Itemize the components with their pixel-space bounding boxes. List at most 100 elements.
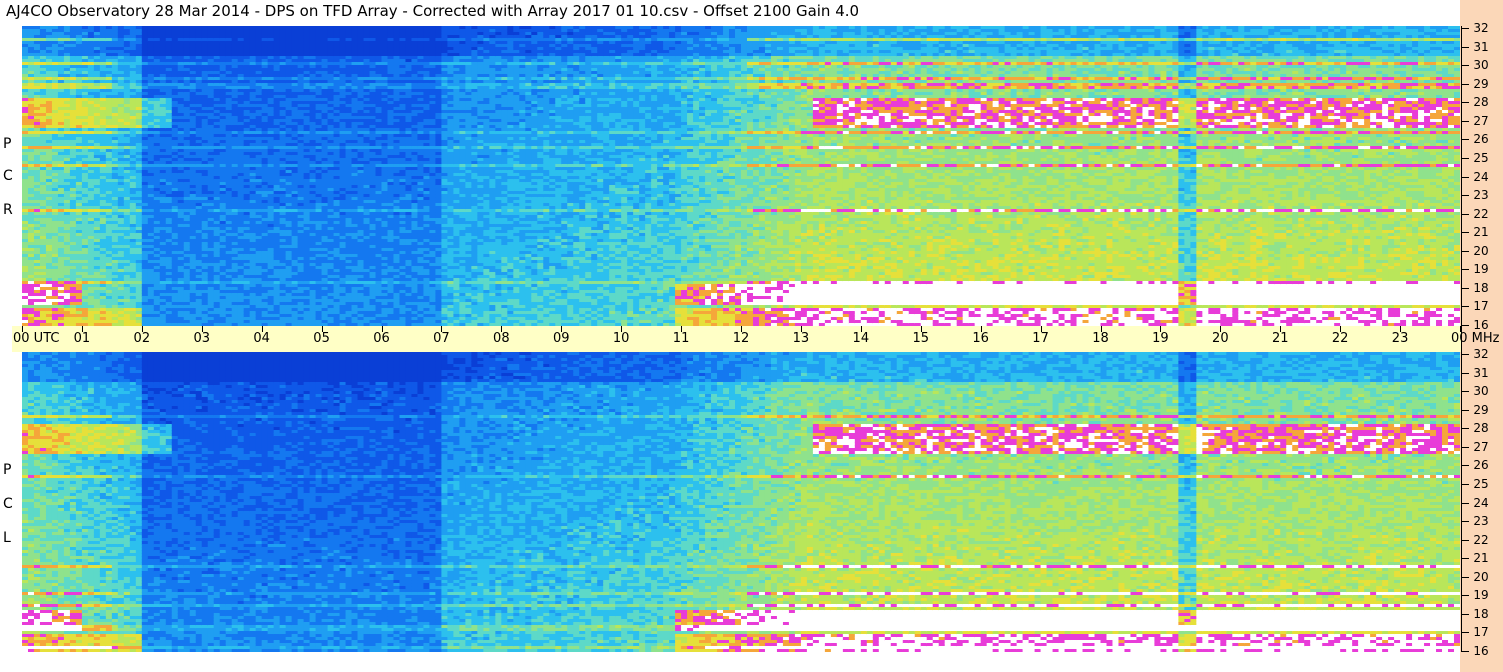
- spectrogram-cell: [45, 146, 53, 150]
- spectrogram-cell: [201, 233, 209, 237]
- spectrogram-cell: [207, 200, 215, 204]
- spectrogram-cell: [129, 164, 137, 168]
- spectrogram-cell: [273, 224, 281, 228]
- spectrogram-cell: [45, 62, 53, 66]
- spectrogram-cell: [171, 185, 179, 189]
- spectrogram-cell: [183, 278, 191, 282]
- spectrogram-cell: [207, 41, 215, 45]
- spectrogram-cell: [213, 29, 221, 33]
- spectrogram-cell: [171, 239, 179, 243]
- spectrogram-cell: [39, 263, 47, 267]
- spectrogram-cell: [273, 278, 281, 282]
- spectrogram-cell: [117, 266, 125, 270]
- spectrogram-cell: [147, 158, 155, 162]
- spectrogram-cell: [201, 173, 209, 177]
- spectrogram-cell: [51, 35, 59, 39]
- spectrogram-cell: [165, 269, 173, 273]
- spectrogram-cell: [261, 137, 269, 141]
- spectrogram-cell: [243, 116, 251, 120]
- spectrogram-cell: [237, 95, 245, 99]
- spectrogram-cell: [195, 152, 203, 156]
- spectrogram-cell: [219, 221, 227, 225]
- spectrogram-cell: [171, 233, 179, 237]
- spectrogram-cell: [207, 308, 215, 312]
- spectrogram-cell: [45, 104, 53, 108]
- spectrogram-cell: [213, 149, 221, 153]
- spectrogram-cell: [213, 212, 221, 216]
- spectrogram-cell: [273, 239, 281, 243]
- spectrogram-cell: [99, 146, 107, 150]
- spectrogram-cell: [141, 257, 149, 261]
- spectrogram-cell: [141, 161, 149, 165]
- spectrogram-cell: [213, 242, 221, 246]
- spectrogram-cell: [219, 158, 227, 162]
- spectrogram-cell: [171, 29, 179, 33]
- spectrogram-cell: [207, 170, 215, 174]
- spectrogram-cell: [237, 188, 245, 192]
- spectrogram-cell: [231, 173, 239, 177]
- spectrogram-cell: [93, 233, 101, 237]
- spectrogram-cell: [183, 104, 191, 108]
- spectrogram-cell: [27, 155, 35, 159]
- spectrogram-cell: [231, 29, 239, 33]
- spectrogram-cell: [141, 173, 149, 177]
- spectrogram-cell: [231, 74, 239, 78]
- spectrogram-cell: [27, 38, 35, 42]
- spectrogram-cell: [153, 230, 161, 234]
- spectrogram-cell: [111, 275, 119, 279]
- spectrogram-cell: [57, 74, 65, 78]
- spectrogram-cell: [171, 38, 179, 42]
- spectrogram-cell: [213, 200, 221, 204]
- spectrogram-cell: [201, 158, 209, 162]
- spectrogram-cell: [249, 110, 257, 114]
- spectrogram-cell: [231, 287, 239, 291]
- spectrogram-cell: [93, 278, 101, 282]
- spectrogram-cell: [63, 104, 71, 108]
- spectrogram-cell: [147, 284, 155, 288]
- spectrogram-cell: [105, 221, 113, 225]
- spectrogram-cell: [171, 134, 179, 138]
- spectrogram-cell: [105, 182, 113, 186]
- spectrogram-cell: [141, 50, 149, 54]
- spectrogram-cell: [75, 119, 83, 123]
- spectrogram-cell: [255, 242, 263, 246]
- spectrogram-cell: [171, 50, 179, 54]
- spectrogram-cell: [111, 299, 119, 303]
- spectrogram-cell: [39, 47, 47, 51]
- spectrogram-cell: [57, 293, 65, 297]
- spectrogram-cell: [147, 86, 155, 90]
- spectrogram-cell: [135, 275, 143, 279]
- spectrogram-cell: [231, 266, 239, 270]
- spectrogram-cell: [273, 134, 281, 138]
- spectrogram-cell: [267, 113, 275, 117]
- spectrogram-cell: [39, 254, 47, 258]
- spectrogram-cell: [249, 179, 257, 183]
- spectrogram-cell: [261, 179, 269, 183]
- spectrogram-cell: [219, 116, 227, 120]
- spectrogram-cell: [261, 248, 269, 252]
- spectrogram-cell: [225, 239, 233, 243]
- spectrogram-cell: [237, 242, 245, 246]
- spectrogram-cell: [51, 200, 59, 204]
- spectrogram-cell: [213, 56, 221, 60]
- spectrogram-cell: [105, 137, 113, 141]
- spectrogram-cell: [147, 212, 155, 216]
- spectrogram-cell: [117, 233, 125, 237]
- spectrogram-cell: [177, 98, 185, 102]
- spectrogram-cell: [87, 29, 95, 33]
- spectrogram-cell: [165, 65, 173, 69]
- spectrogram-cell: [255, 74, 263, 78]
- spectrogram-cell: [165, 209, 173, 213]
- spectrogram-cell: [87, 26, 95, 30]
- spectrogram-cell: [267, 242, 275, 246]
- spectrogram-cell: [207, 86, 215, 90]
- spectrogram-cell: [69, 215, 77, 219]
- spectrogram-cell: [39, 233, 47, 237]
- spectrogram-cell: [123, 230, 131, 234]
- spectrogram-cell: [219, 113, 227, 117]
- spectrogram-cell: [177, 173, 185, 177]
- spectrogram-cell: [225, 197, 233, 201]
- spectrogram-cell: [213, 275, 221, 279]
- spectrogram-cell: [22, 137, 29, 141]
- spectrogram-cell: [183, 191, 191, 195]
